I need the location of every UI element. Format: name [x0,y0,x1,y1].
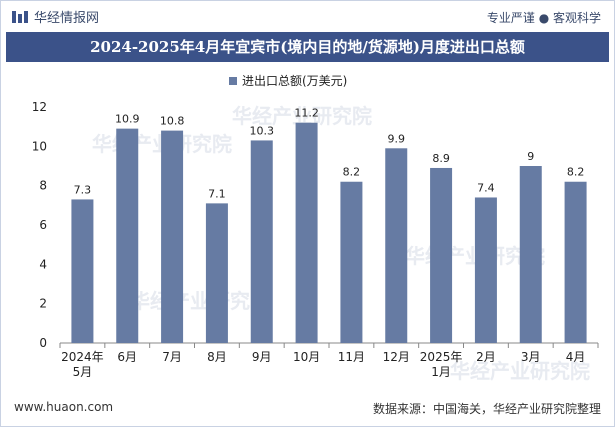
y-tick-label: 10 [32,139,47,153]
data-label: 9.9 [388,132,406,145]
bar [205,203,228,343]
bar [116,128,139,343]
legend: 进出口总额(万美元) [229,72,347,89]
data-label: 7.3 [74,183,92,196]
x-tick-label: 3月 [521,350,541,364]
legend-label: 进出口总额(万美元) [242,74,348,88]
x-tick-label: 7月 [162,350,182,364]
bar [340,181,363,343]
x-tick-label: 9月 [252,350,272,364]
data-label: 8.9 [432,152,450,165]
y-tick-label: 4 [39,257,47,271]
data-label: 11.2 [294,107,319,120]
x-tick-label: 8月 [207,350,227,364]
bar [295,122,318,343]
website-link[interactable]: www.huaon.com [14,400,114,414]
data-label: 10.3 [250,124,275,137]
y-tick-label: 12 [32,100,47,114]
y-tick-label: 0 [39,336,47,350]
bar [519,166,542,343]
x-tick-label: 5月 [73,365,93,379]
bar [161,130,184,343]
brand-logo-icon [12,10,28,23]
watermark: 华经产业研究院 [130,289,270,313]
x-tick-label: 1月 [431,365,451,379]
bar [564,181,587,343]
bar [250,140,273,343]
x-tick-label: 2024年 [61,350,104,364]
y-tick-label: 2 [39,297,47,311]
watermark: 华经产业研究院 [450,359,590,383]
data-label: 9 [527,150,534,163]
data-label: 10.8 [160,115,185,128]
bar [71,199,94,343]
chart-title: 2024-2025年4月年宜宾市(境内目的地/货源地)月度进出口总额 [90,38,525,56]
brand: 华经情报网 [12,7,99,26]
tagline: 专业严谨 ● 客观科学 [486,11,601,25]
data-source: 数据来源：中国海关，华经产业研究院整理 [372,402,601,416]
data-label: 7.4 [477,181,495,194]
title-bar: 2024-2025年4月年宜宾市(境内目的地/货源地)月度进出口总额 [6,32,609,62]
x-tick-label: 2025年 [420,350,463,364]
bottom-bar: www.huaon.com 数据来源：中国海关，华经产业研究院整理 [0,392,615,427]
x-tick-label: 6月 [117,350,137,364]
top-bar: 华经情报网 专业严谨 ● 客观科学 [0,0,615,32]
data-label: 7.1 [208,187,226,200]
bar [474,197,497,343]
bar [385,148,408,343]
bar [430,167,453,343]
x-tick-label: 4月 [566,350,586,364]
x-tick-label: 2月 [476,350,496,364]
legend-swatch [229,76,237,85]
y-tick-label: 6 [39,218,47,232]
y-tick-label: 8 [39,179,47,193]
x-tick-label: 11月 [338,350,365,364]
x-tick-label: 10月 [293,350,320,364]
x-tick-label: 12月 [383,350,410,364]
data-label: 10.9 [115,113,140,126]
data-label: 8.2 [567,166,585,179]
brand-name: 华经情报网 [34,11,100,26]
data-label: 8.2 [343,166,361,179]
